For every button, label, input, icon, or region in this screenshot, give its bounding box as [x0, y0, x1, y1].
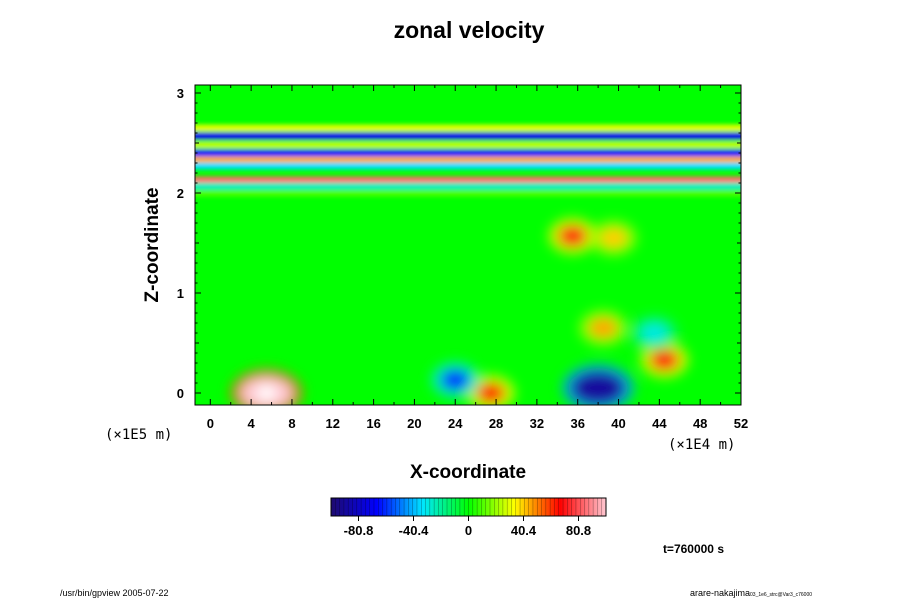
- feature-6: [630, 315, 679, 351]
- feature-2: [579, 310, 628, 346]
- plot-area: [195, 85, 741, 405]
- x-tick-label-0: 0: [207, 416, 214, 431]
- time-label: t=760000 s: [663, 542, 724, 556]
- feature-0: [230, 369, 303, 405]
- band-3: [195, 149, 741, 157]
- x-scale-label: (×1E4 m): [668, 437, 735, 453]
- velocity-bands: [195, 124, 741, 197]
- footer-right: arare-nakajima03_1e6_strc@Var3_c76000: [690, 588, 812, 598]
- y-tick-label-2: 2: [177, 186, 184, 201]
- chart-title: zonal velocity: [394, 17, 545, 43]
- x-axis-label: X-coordinate: [410, 462, 526, 483]
- x-tick-label-11: 44: [652, 416, 667, 431]
- colorbar-tick-label-4: 80.8: [566, 523, 591, 538]
- x-tick-label-1: 4: [248, 416, 256, 431]
- velocity-features: [230, 218, 689, 405]
- colorbar-divisions: [335, 498, 602, 516]
- colorbar-tick-label-0: -80.8: [344, 523, 374, 538]
- band-5: [195, 162, 741, 170]
- y-axis-label: Z-coordinate: [142, 187, 163, 302]
- x-tick-label-5: 20: [407, 416, 421, 431]
- y-tick-label-3: 3: [177, 86, 184, 101]
- band-4: [195, 156, 741, 164]
- x-tick-label-8: 32: [530, 416, 544, 431]
- band-8: [195, 189, 741, 197]
- band-1: [195, 132, 741, 140]
- x-tick-label-3: 12: [326, 416, 340, 431]
- footer-right-main: arare-nakajima: [690, 588, 750, 598]
- colorbar-tick-label-1: -40.4: [399, 523, 429, 538]
- feature-7: [548, 218, 597, 254]
- feature-4: [431, 362, 480, 398]
- y-tick-label-0: 0: [177, 386, 184, 401]
- colorbar-tick-label-2: 0: [465, 523, 472, 538]
- x-tick-label-6: 24: [448, 416, 463, 431]
- x-tick-label-4: 16: [366, 416, 380, 431]
- band-6: [195, 176, 741, 184]
- band-0: [195, 124, 741, 132]
- feature-8: [589, 220, 638, 256]
- footer-right-sub: 03_1e6_strc@Var3_c76000: [750, 592, 812, 598]
- colorbar: -80.8 -40.4 0 40.4 80.8: [330, 497, 607, 538]
- y-axis-ticks: 0 1 2 3: [177, 86, 741, 401]
- x-tick-label-7: 28: [489, 416, 503, 431]
- plot-frame: [194, 84, 742, 406]
- x-tick-label-9: 36: [570, 416, 584, 431]
- band-7: [195, 182, 741, 190]
- x-axis-ticks: 0 4 8 12 16 20 24 28 32 36 40 44 48 52: [207, 85, 748, 431]
- feature-5: [640, 342, 689, 378]
- x-tick-label-10: 40: [611, 416, 625, 431]
- y-scale-label: (×1E5 m): [105, 427, 172, 443]
- feature-1: [562, 364, 635, 405]
- colorbar-ticks: -80.8 -40.4 0 40.4 80.8: [344, 516, 591, 538]
- y-tick-label-1: 1: [177, 286, 184, 301]
- colorbar-tick-label-3: 40.4: [511, 523, 537, 538]
- band-2: [195, 141, 741, 149]
- x-tick-label-12: 48: [693, 416, 707, 431]
- footer-left: /usr/bin/gpview 2005-07-22: [60, 588, 169, 598]
- x-tick-label-2: 8: [288, 416, 295, 431]
- x-tick-label-13: 52: [734, 416, 748, 431]
